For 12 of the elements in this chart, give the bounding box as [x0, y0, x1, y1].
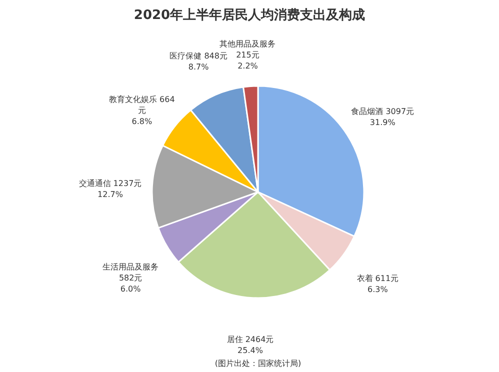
slice-label: 交通通信 1237元 12.7% — [78, 178, 142, 199]
slice-label: 医疗保健 848元 8.7% — [170, 51, 228, 72]
chart-title: 2020年上半年居民人均消费支出及构成 — [134, 8, 366, 23]
data-label: 582元 6.0% — [118, 273, 142, 294]
slice-label: 衣着 611元 6.3% — [356, 274, 399, 294]
text: (图片出处：国家统计局) — [214, 359, 302, 368]
slice-label: 生活用品及服务 — [102, 262, 159, 272]
slice-label: 居住 2464元 25.4% — [226, 334, 274, 355]
slice-label: 教育文化娱乐 664 元 6.8% — [108, 95, 175, 126]
data-label: 215元 2.2% — [236, 50, 260, 70]
slice-label: 其他用品及服务 — [220, 39, 276, 48]
slice-label: 食品烟酒 3097元 31.9% — [351, 107, 414, 128]
